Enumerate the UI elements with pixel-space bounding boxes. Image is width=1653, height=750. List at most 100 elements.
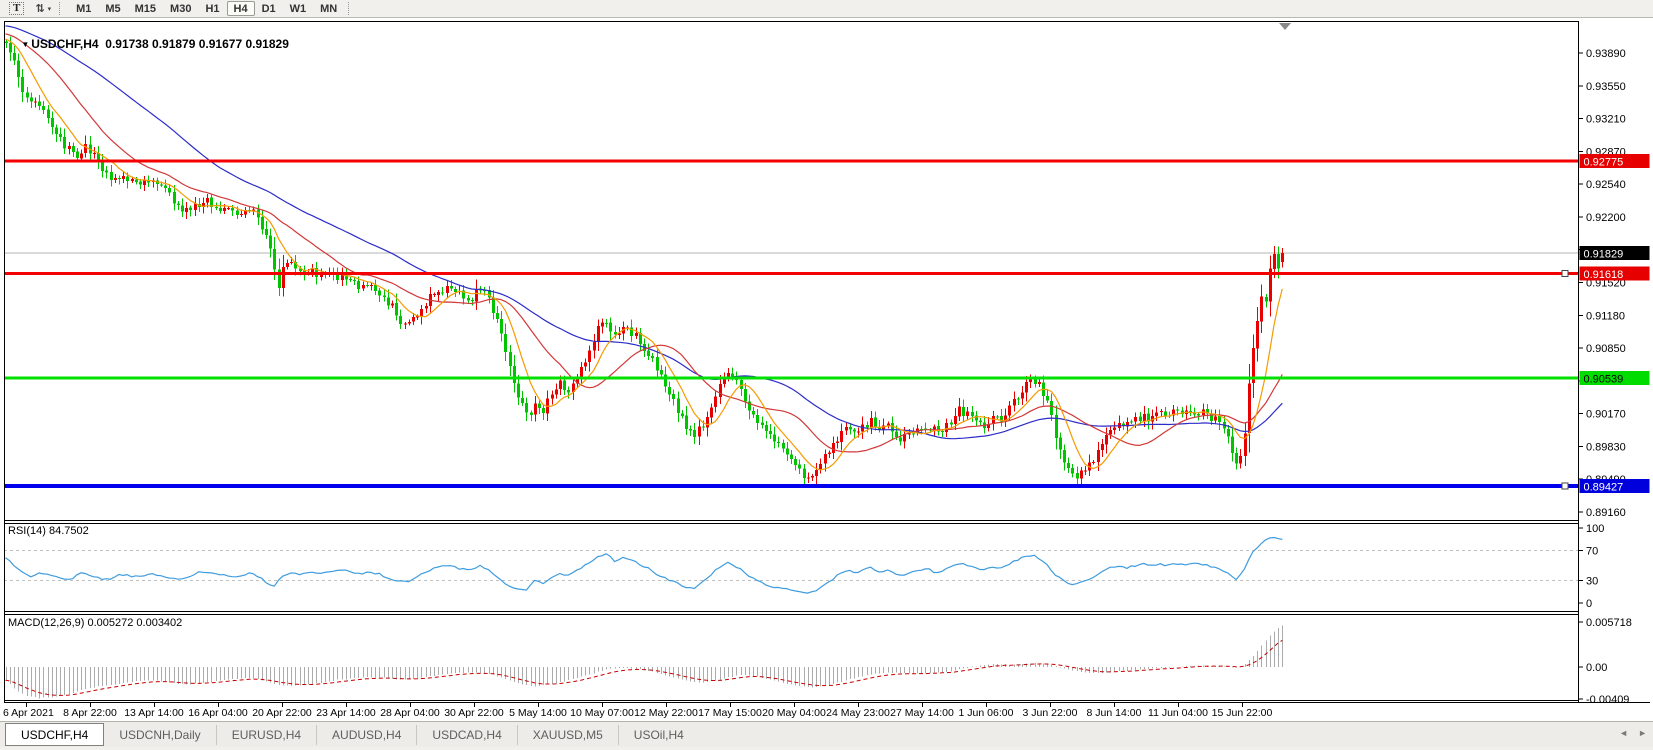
macd-signal-line xyxy=(5,639,1283,696)
tab-scroll-right-button[interactable]: ► xyxy=(1638,728,1647,738)
level-tag-0-89427: 0.89427 xyxy=(1579,479,1650,494)
arrange-tool-button[interactable]: ⇅ ▾ xyxy=(31,1,55,16)
symbol-period-label: USDCHF,H4 xyxy=(31,37,99,51)
svg-text:0.91829: 0.91829 xyxy=(1584,248,1624,260)
tab-eurusd-h4[interactable]: EURUSD,H4 xyxy=(215,724,316,745)
time-axis[interactable]: 6 Apr 2021 8 Apr 22:00 13 Apr 14:00 16 Apr … xyxy=(3,703,1273,719)
svg-text:5 May 14:00: 5 May 14:00 xyxy=(509,707,567,719)
svg-text:30: 30 xyxy=(1586,576,1598,588)
svg-text:0.90850: 0.90850 xyxy=(1586,343,1626,355)
price-panel[interactable] xyxy=(4,23,1578,490)
svg-text:16 Apr 04:00: 16 Apr 04:00 xyxy=(188,707,248,719)
timeframe-button-m1[interactable]: M1 xyxy=(69,1,98,16)
text-tool-icon: T xyxy=(9,2,25,15)
timeframe-button-m5[interactable]: M5 xyxy=(98,1,127,16)
candlesticks-layer xyxy=(5,36,1284,486)
svg-text:12 May 22:00: 12 May 22:00 xyxy=(634,707,698,719)
svg-text:11 Jun 04:00: 11 Jun 04:00 xyxy=(1148,707,1208,719)
svg-text:8 Apr 22:00: 8 Apr 22:00 xyxy=(63,707,117,719)
ma-mid-line xyxy=(5,33,1283,453)
svg-text:0.89427: 0.89427 xyxy=(1584,482,1624,494)
svg-text:15 Jun 22:00: 15 Jun 22:00 xyxy=(1212,707,1273,719)
level-tag-0-92775: 0.92775 xyxy=(1579,154,1650,169)
level-tag-0-91618: 0.91618 xyxy=(1579,266,1650,281)
panel-borders xyxy=(4,21,1650,703)
timeframe-button-h1[interactable]: H1 xyxy=(198,1,226,16)
svg-text:70: 70 xyxy=(1586,546,1598,558)
low-value: 0.91677 xyxy=(198,37,243,51)
svg-text:0.91180: 0.91180 xyxy=(1586,310,1625,322)
open-value: 0.91738 xyxy=(105,37,149,51)
svg-text:-0.00409: -0.00409 xyxy=(1586,694,1629,706)
svg-text:1 Jun 06:00: 1 Jun 06:00 xyxy=(959,707,1014,719)
svg-text:0.90170: 0.90170 xyxy=(1586,409,1626,421)
macd-label: MACD(12,26,9) 0.005272 0.003402 xyxy=(8,617,183,629)
tab-usdcnh-daily[interactable]: USDCNH,Daily xyxy=(119,727,201,742)
svg-text:100: 100 xyxy=(1586,523,1604,535)
svg-text:0.90539: 0.90539 xyxy=(1584,374,1624,386)
current-price-tag: 0.91829 xyxy=(1579,245,1650,260)
svg-text:0: 0 xyxy=(1586,598,1592,610)
svg-text:3 Jun 22:00: 3 Jun 22:00 xyxy=(1023,707,1078,719)
timeframe-button-d1[interactable]: D1 xyxy=(255,1,283,16)
svg-text:0.93550: 0.93550 xyxy=(1586,81,1626,93)
tab-xauusd-m5[interactable]: XAUUSD,M5 xyxy=(516,724,618,745)
symbol-dropdown-icon: ▼ xyxy=(21,40,30,49)
macd-panel[interactable] xyxy=(5,625,1283,699)
tab-audusd-h4[interactable]: AUDUSD,H4 xyxy=(316,724,416,745)
ma-slow-line xyxy=(5,25,1283,440)
rsi-panel[interactable] xyxy=(4,536,1578,594)
svg-text:0.92775: 0.92775 xyxy=(1584,157,1624,169)
timeframe-button-mn[interactable]: MN xyxy=(313,1,344,16)
rsi-label: RSI(14) 84.7502 xyxy=(8,525,89,537)
svg-text:0.91618: 0.91618 xyxy=(1584,269,1624,281)
svg-text:28 Apr 04:00: 28 Apr 04:00 xyxy=(380,707,440,719)
text-tool-button[interactable]: T xyxy=(2,1,31,16)
svg-text:24 May 23:00: 24 May 23:00 xyxy=(826,707,890,719)
tab-usoil-h4[interactable]: USOil,H4 xyxy=(617,724,699,745)
svg-text:0.005718: 0.005718 xyxy=(1586,617,1632,629)
sort-arrows-icon: ⇅ xyxy=(35,3,45,15)
close-value: 0.91829 xyxy=(245,37,289,51)
chevron-down-icon: ▾ xyxy=(47,5,52,13)
timeframe-button-m30[interactable]: M30 xyxy=(163,1,198,16)
svg-text:30 Apr 22:00: 30 Apr 22:00 xyxy=(444,707,504,719)
svg-text:8 Jun 14:00: 8 Jun 14:00 xyxy=(1087,707,1142,719)
svg-text:20 Apr 22:00: 20 Apr 22:00 xyxy=(252,707,312,719)
svg-text:20 May 04:00: 20 May 04:00 xyxy=(762,707,826,719)
toolbar-grip-2 xyxy=(348,2,354,15)
tab-usdcad-h4[interactable]: USDCAD,H4 xyxy=(416,724,516,745)
timeframe-button-w1[interactable]: W1 xyxy=(283,1,314,16)
svg-text:0.89830: 0.89830 xyxy=(1586,441,1626,453)
level-tag-0-90539: 0.90539 xyxy=(1579,371,1650,386)
ma-fast-line xyxy=(5,38,1283,471)
svg-text:23 Apr 14:00: 23 Apr 14:00 xyxy=(316,707,376,719)
tab-scroll-left-button[interactable]: ◄ xyxy=(1619,728,1629,738)
horizontal-levels-layer[interactable] xyxy=(4,159,1578,490)
high-value: 0.91879 xyxy=(152,37,196,51)
chart-shift-marker-icon xyxy=(1279,23,1291,30)
chart-ohlc-header: ▼ USDCHF,H4 0.91738 0.91879 0.91677 0.918… xyxy=(8,23,289,65)
svg-text:0.91520: 0.91520 xyxy=(1586,277,1626,289)
svg-text:6 Apr 2021: 6 Apr 2021 xyxy=(3,707,54,719)
svg-text:27 May 14:00: 27 May 14:00 xyxy=(890,707,954,719)
timeframe-button-m15[interactable]: M15 xyxy=(128,1,163,16)
svg-text:0.93210: 0.93210 xyxy=(1586,114,1626,126)
tab-usdchf-h4[interactable]: USDCHF,H4 xyxy=(5,723,105,746)
svg-text:0.89160: 0.89160 xyxy=(1586,507,1626,519)
svg-text:17 May 15:00: 17 May 15:00 xyxy=(698,707,762,719)
toolbar-grip xyxy=(59,2,65,15)
timeframe-button-h4[interactable]: H4 xyxy=(226,1,255,16)
svg-text:0.00: 0.00 xyxy=(1586,662,1607,674)
svg-text:10 May 07:00: 10 May 07:00 xyxy=(570,707,634,719)
macd-histogram xyxy=(6,625,1283,699)
svg-text:0.92540: 0.92540 xyxy=(1586,179,1626,191)
svg-text:0.92200: 0.92200 xyxy=(1586,212,1626,224)
rsi-line xyxy=(5,536,1283,594)
toolbar: T ⇅ ▾ M1 M5 M15 M30 H1 H4 D1 W1 MN xyxy=(0,0,1653,18)
svg-text:0.93890: 0.93890 xyxy=(1586,48,1626,60)
svg-text:13 Apr 14:00: 13 Apr 14:00 xyxy=(124,707,184,719)
chart-tabbar: USDCHF,H4 USDCNH,Daily EURUSD,H4 AUDUSD,H4 U… xyxy=(0,721,1653,747)
